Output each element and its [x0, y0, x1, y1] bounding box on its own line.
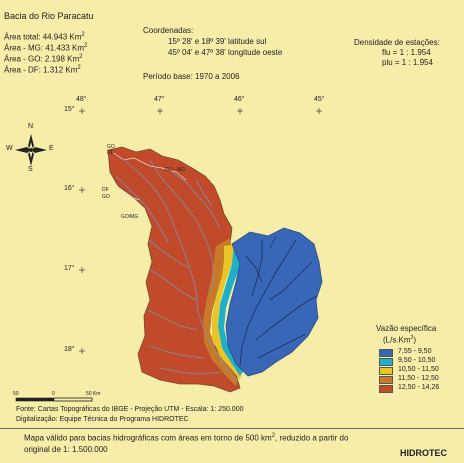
- compass-n: N: [28, 123, 34, 130]
- graticule-marks: [79, 108, 322, 354]
- legend-swatch: [379, 349, 393, 357]
- basin-orange-band: [203, 238, 238, 386]
- compass-e: E: [49, 145, 54, 152]
- scale-label-0: 0: [52, 391, 55, 397]
- boundary-label-df: DF: [107, 150, 114, 156]
- legend-title: Vazão específica: [376, 324, 437, 333]
- base-period: Período base: 1970 a 2006: [143, 72, 240, 81]
- latitude-label-17: 17°: [64, 265, 75, 272]
- station-density-label: Densidade de estações:: [354, 38, 440, 47]
- compass-s: S: [28, 166, 33, 173]
- legend-item-label: 10,50 - 11,50: [398, 366, 439, 373]
- longitude-label-46: 46°: [234, 96, 245, 103]
- basin-east-region: [225, 227, 323, 377]
- boundary-label-go: GO: [107, 144, 115, 150]
- basin-cyan-band: [218, 244, 244, 376]
- north-arrow-icon: [15, 134, 47, 166]
- area-df: Área - DF: 1.312 Km2: [4, 65, 81, 75]
- basin-yellow-band: [212, 244, 242, 380]
- hidrotec-brand: HIDROTEC: [400, 448, 447, 458]
- latitude-range: 15º 28' e 18º 39' latitude sul: [168, 37, 267, 46]
- area-total: Área total: 44.943 Km2: [4, 32, 85, 42]
- boundary-label-go-2: GO: [102, 194, 110, 200]
- state-boundary-line: [113, 181, 141, 201]
- legend-item-label: 9,50 - 10,50: [398, 357, 436, 364]
- legend-unit: (L/s.Km2): [383, 335, 417, 345]
- basin-title: Bacia do Rio Paracatu: [4, 11, 94, 21]
- latitude-label-18: 18°: [64, 346, 75, 353]
- source-note: Fonte: Cartas Topográficas do IBGE - Pro…: [16, 406, 244, 413]
- legend-swatch: [379, 367, 393, 375]
- area-mg: Área - MG: 41.433 Km2: [4, 43, 88, 53]
- legend-swatch: [379, 376, 393, 384]
- scale-bar: [15, 397, 93, 402]
- legend-swatch: [379, 385, 393, 393]
- scale-label-50: 50: [13, 391, 19, 397]
- footer-divider: [0, 428, 464, 429]
- flu-density: flu = 1 : 1.954: [382, 48, 431, 57]
- longitude-label-45: 45°: [314, 96, 325, 103]
- boundary-label-df-2: DF: [102, 187, 109, 193]
- digitization-note: Digitalização: Equipe Técnica do Program…: [16, 416, 189, 423]
- boundary-label-go-mg-2: GO/MG: [121, 214, 139, 220]
- legend-item-label: 7,55 - 9,50: [398, 348, 432, 355]
- legend-item-label: 11,50 - 12,50: [398, 375, 439, 382]
- scale-label-50km: 50 Km: [86, 391, 101, 397]
- plu-density: plu = 1 : 1.954: [382, 58, 433, 67]
- compass-w: W: [6, 145, 13, 152]
- boundary-label-go-mg: GO - MG: [165, 167, 186, 173]
- legend-swatch: [379, 358, 393, 366]
- river-network: [115, 157, 237, 383]
- longitude-label-47: 47°: [154, 96, 165, 103]
- legend-item-label: 12,50 - 14,26: [398, 384, 440, 391]
- coords-label: Coordenadas:: [143, 26, 194, 35]
- longitude-label-48: 48°: [76, 96, 87, 103]
- east-river-network: [239, 235, 317, 367]
- validity-note: Mapa válido para bacias hidrográficas co…: [24, 433, 349, 443]
- longitude-range: 45º 04' e 47º 38' longitude oeste: [168, 48, 283, 57]
- original-scale-note: original de 1: 1.500.000: [24, 445, 108, 454]
- latitude-label-16: 16°: [64, 185, 75, 192]
- area-go: Área - GO: 2.198 Km2: [4, 54, 83, 64]
- latitude-label-15: 15°: [64, 106, 75, 113]
